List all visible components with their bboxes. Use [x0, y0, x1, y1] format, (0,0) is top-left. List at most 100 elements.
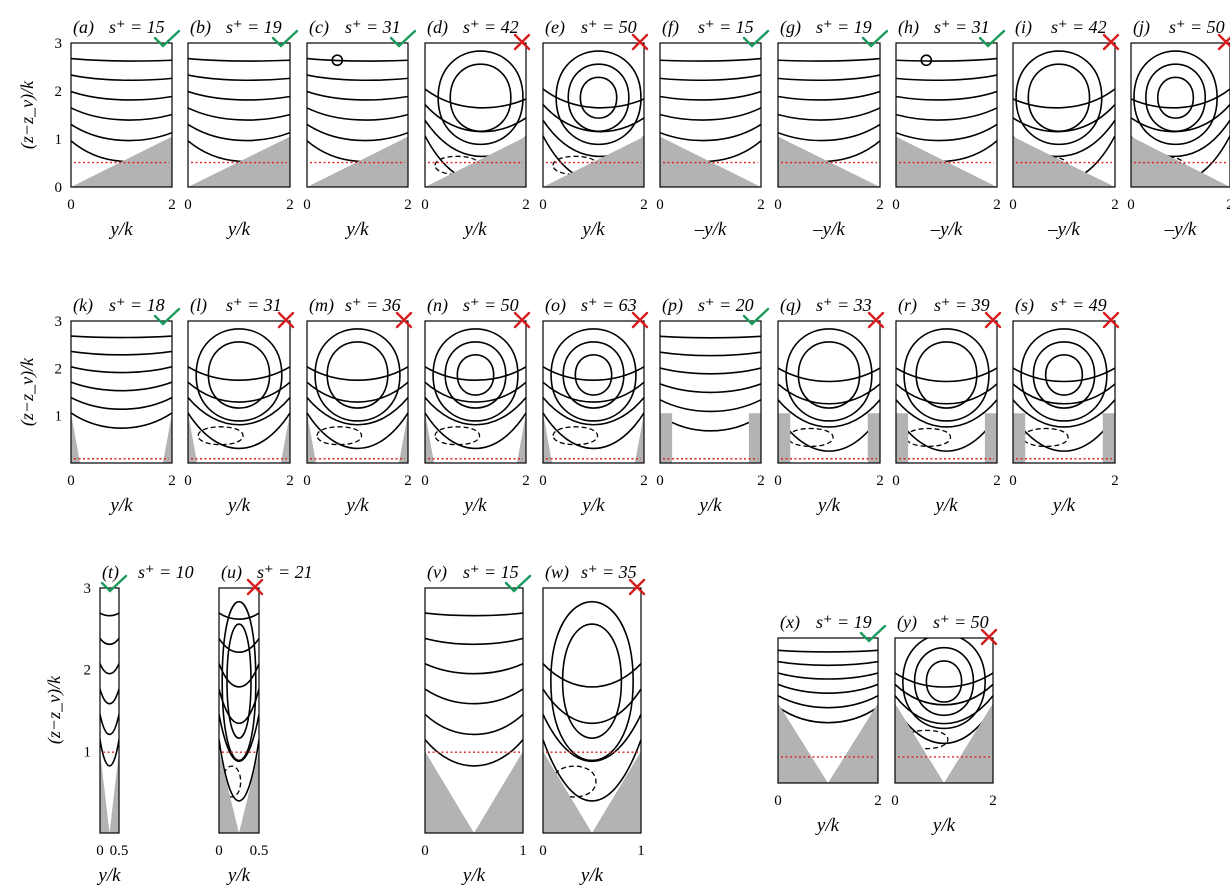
cross-mark-icon: [628, 578, 646, 596]
isoline: [561, 623, 623, 739]
panel-c-plot-area: [307, 54, 408, 187]
isoline: [902, 638, 986, 730]
isoline: [778, 649, 878, 653]
isoline: [326, 341, 389, 409]
isoline: [1013, 367, 1115, 383]
panel-s-plus-label: s⁺ = 33: [816, 295, 872, 315]
x-tick-label: 2: [757, 197, 765, 213]
isoline: [219, 637, 259, 654]
cross-mark-icon: [984, 311, 1002, 329]
isoline: [188, 107, 290, 121]
panel-g-frame: [777, 42, 881, 188]
y-tick-label: 1: [55, 409, 63, 425]
panel-p-frame: [659, 320, 762, 464]
panel-letter: (h): [898, 17, 919, 38]
isoline: [188, 397, 290, 426]
isoline: [660, 57, 761, 62]
check-mark-icon: [153, 307, 181, 326]
isoline: [71, 396, 172, 410]
isoline: [71, 350, 172, 356]
roughness-wall: [71, 136, 172, 187]
panel-s-plus-label: s⁺ = 35: [581, 562, 637, 582]
isoline: [100, 612, 119, 617]
isoline: [71, 381, 172, 392]
isoline: [307, 107, 408, 121]
cross-mark-icon: [513, 311, 531, 329]
isoline: [188, 57, 290, 62]
panel-d-frame: [424, 42, 527, 188]
panel-letter: (s): [1015, 295, 1034, 316]
isoline: [896, 90, 997, 101]
panel-letter: (m): [309, 295, 334, 316]
roughness-wall: [543, 751, 641, 833]
roughness-wall: [778, 136, 880, 187]
x-tick-label: 2: [876, 197, 884, 213]
x-tick-label: 2: [1111, 473, 1119, 489]
panel-k: (k) s⁺ = 18 0 2 y/k 1 2 3: [55, 295, 181, 516]
panel-i-frame: [1012, 42, 1116, 188]
isoline: [219, 663, 259, 688]
isoline: [579, 76, 618, 119]
panel-t-frame: [99, 587, 120, 834]
panel-e: (e) s⁺ = 50 0 2 y/k: [539, 17, 649, 240]
panel-j-frame: [1130, 42, 1230, 188]
panel-a-plot-area: [71, 57, 172, 187]
panel-m-frame: [306, 320, 409, 464]
panel-k-plot-area: [71, 335, 172, 463]
isoline: [219, 688, 259, 724]
panel-s-plus-label: s⁺ = 42: [1051, 17, 1107, 37]
isoline: [895, 683, 993, 706]
x-axis-label: y/k: [697, 495, 722, 516]
panel-letter: (r): [898, 295, 917, 316]
negative-isoline: [316, 426, 363, 446]
panel-b-frame: [187, 42, 291, 188]
isoline: [920, 54, 933, 67]
check-mark-icon: [271, 29, 299, 48]
panel-d: (d) s⁺ = 42 0 2 y/k: [421, 17, 531, 240]
roughness-wall: [895, 703, 993, 783]
isoline: [543, 663, 641, 688]
x-tick-label: 0: [539, 843, 547, 859]
panel-n: (n) s⁺ = 50 0 2 y/k: [421, 295, 531, 516]
panel-n-frame: [424, 320, 527, 464]
y-tick-label: 3: [55, 36, 63, 52]
isoline: [425, 662, 523, 675]
isoline: [207, 341, 271, 409]
isoline: [574, 354, 613, 396]
y-axis-label: (z−z_v)/k: [44, 675, 65, 744]
isoline: [778, 123, 880, 142]
isoline: [71, 90, 172, 101]
isoline: [660, 123, 761, 142]
x-axis-label: y/k: [344, 495, 369, 516]
x-tick-label: 0: [303, 473, 311, 489]
isoline: [778, 660, 878, 667]
isoline: [660, 74, 761, 82]
x-tick-label: 0: [656, 197, 664, 213]
panel-letter: (g): [780, 17, 801, 38]
isoline: [555, 50, 642, 145]
isoline: [778, 57, 880, 62]
x-tick-label: 2: [522, 473, 530, 489]
roughness-wall: [307, 136, 408, 187]
x-tick-label: 0: [891, 793, 899, 809]
isoline: [71, 107, 172, 121]
x-tick-label: 0: [67, 473, 75, 489]
panel-p: (p) s⁺ = 20 0 2 y/k: [656, 295, 770, 516]
x-tick-label: 0: [1127, 197, 1135, 213]
panel-letter: (l): [190, 295, 207, 316]
x-tick-label: 2: [993, 473, 1001, 489]
isoline: [425, 366, 526, 381]
isoline: [550, 328, 637, 422]
isoline: [1027, 63, 1091, 132]
isoline: [1015, 50, 1103, 145]
cross-mark-icon: [277, 311, 295, 329]
x-tick-label: 2: [286, 197, 294, 213]
panel-n-plot-area: [425, 328, 526, 463]
isoline: [219, 739, 259, 802]
negative-isoline: [787, 427, 834, 447]
isoline: [188, 412, 290, 450]
panel-s-plus-label: s⁺ = 31: [934, 17, 990, 37]
cross-mark-icon: [513, 33, 531, 51]
isoline: [778, 74, 880, 82]
cross-mark-icon: [1102, 311, 1120, 329]
